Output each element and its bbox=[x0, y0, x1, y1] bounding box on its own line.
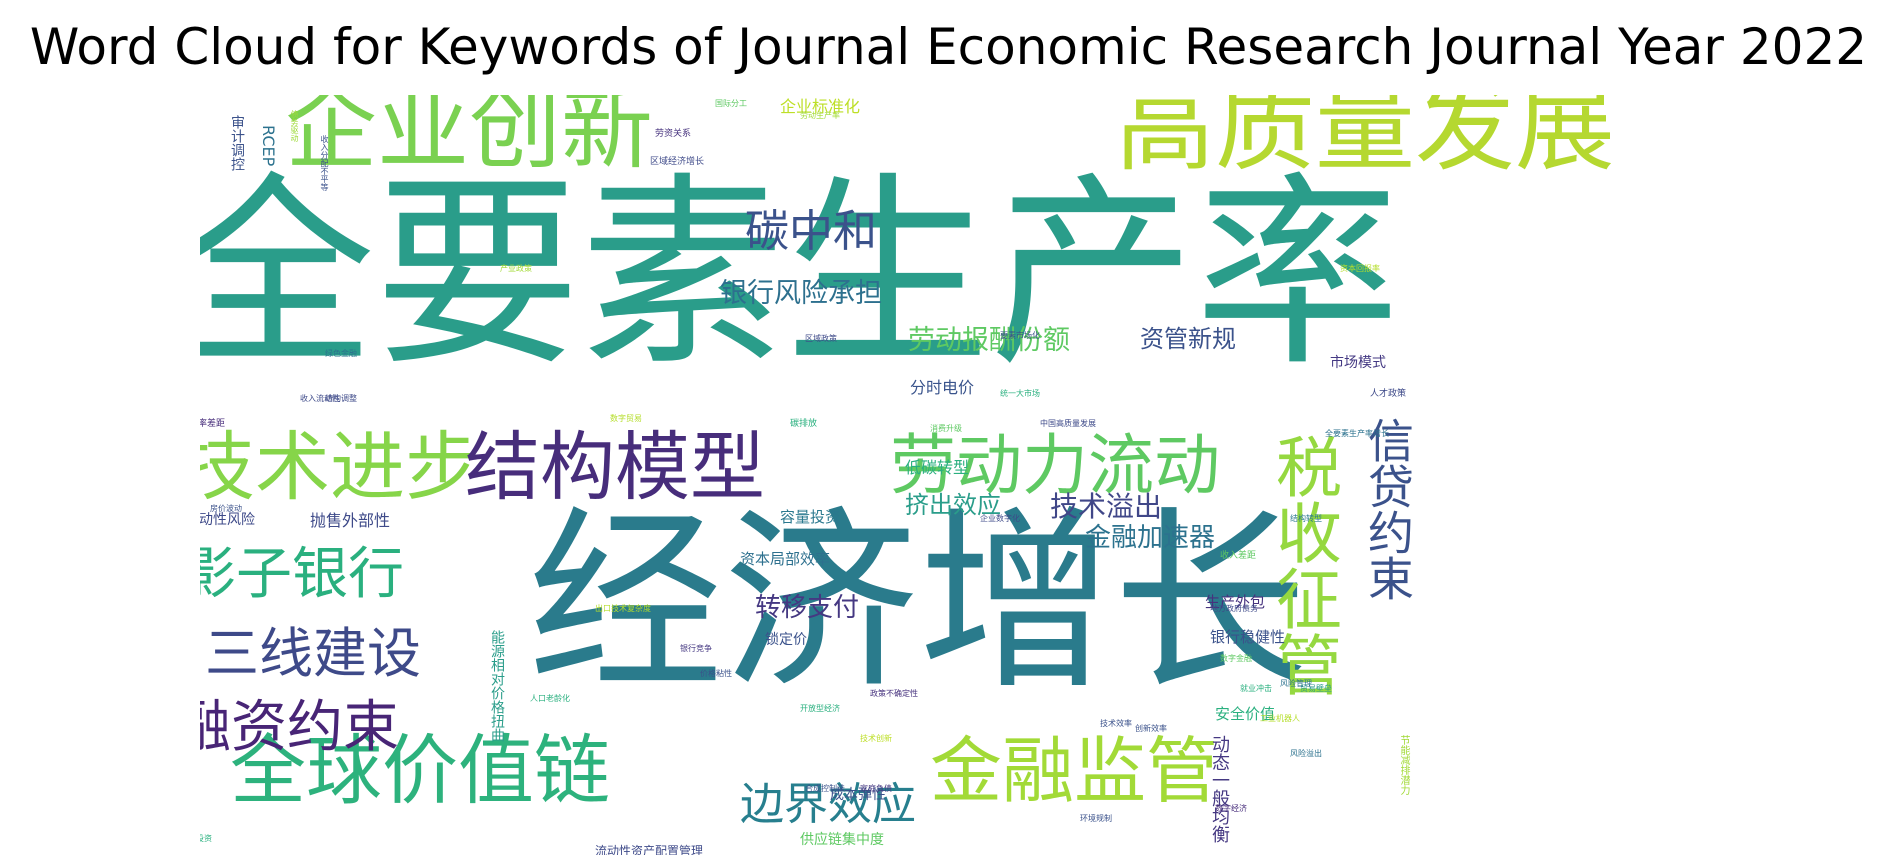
word: 收入差距 bbox=[1220, 551, 1257, 561]
word: 统一大市场 bbox=[1000, 389, 1040, 398]
word: 数字贸易 bbox=[610, 414, 642, 423]
word: 信贷约束 bbox=[1361, 417, 1415, 601]
word: 动态一般均衡 bbox=[1209, 735, 1230, 843]
word: 生产率差距 bbox=[200, 419, 226, 429]
word: 区域经济增长 bbox=[650, 157, 705, 167]
word: 银行竞争 bbox=[680, 644, 712, 653]
word: 合成控制法 bbox=[805, 784, 845, 793]
word: 容量投资 bbox=[780, 508, 841, 526]
word: 企业数字化 bbox=[980, 514, 1020, 523]
word: 结构转型 bbox=[1290, 514, 1322, 523]
word: 银行稳健性 bbox=[1210, 628, 1286, 646]
word: 价格粘性 bbox=[700, 669, 732, 678]
word: 风险管理 bbox=[1280, 679, 1312, 688]
word: 资本回报率 bbox=[1340, 264, 1380, 273]
word: 挤出效应 bbox=[905, 491, 1001, 519]
word: 数字金融 bbox=[1220, 654, 1252, 663]
word: 区域政策 bbox=[805, 334, 837, 343]
word: 边界效应 bbox=[740, 779, 916, 830]
word: 供应链集中度 bbox=[800, 832, 884, 848]
word: 房价波动 bbox=[210, 504, 242, 513]
word: 数字经济 bbox=[1215, 804, 1247, 813]
word: 分时电价 bbox=[910, 378, 975, 397]
word: 人口老龄化 bbox=[530, 694, 570, 703]
word: 工业机器人 bbox=[1260, 714, 1300, 723]
word: 劳动生产率 bbox=[800, 111, 840, 120]
word: RCEP bbox=[259, 125, 278, 167]
word: 贸易壁垒 bbox=[1300, 684, 1332, 693]
word: 劳动报酬份额 bbox=[908, 325, 1070, 356]
word-cloud: 全要素生产率 经济增长 高质量发展 企业创新 技术进步 结构模型 劳动力流动 税… bbox=[200, 95, 1700, 855]
word: 市场模式 bbox=[1330, 355, 1386, 371]
word: 资管新规 bbox=[1140, 325, 1236, 353]
word: 融资约束 bbox=[200, 695, 399, 760]
word: 技术溢出 bbox=[1050, 490, 1163, 523]
word: 收入流动性 bbox=[300, 394, 340, 403]
word: 劳动力流动 bbox=[890, 427, 1220, 504]
word: 经济增长 bbox=[528, 489, 1308, 716]
chart-title: Word Cloud for Keywords of Journal Econo… bbox=[29, 18, 1868, 76]
word: 企业创新 bbox=[285, 95, 654, 182]
word: 全要素生产率 bbox=[200, 156, 1400, 394]
word: 全球价值链 bbox=[230, 726, 610, 815]
word: 影子银行 bbox=[200, 542, 404, 607]
word: 税收征管 bbox=[1265, 433, 1342, 697]
word: 低碳转型 bbox=[905, 458, 970, 477]
word: 环境规制 bbox=[1080, 814, 1112, 823]
word: 转移支付 bbox=[755, 593, 860, 623]
word: 研发投资 bbox=[200, 834, 212, 843]
word: 国际分工 bbox=[715, 99, 747, 108]
word: 高质量发展 bbox=[1115, 95, 1615, 185]
word: 债务驱动 bbox=[290, 110, 299, 142]
word: 家庭负债 bbox=[860, 784, 892, 793]
word: 绿色金融 bbox=[325, 349, 357, 358]
word: 技术进步 bbox=[200, 423, 481, 511]
word: 技术效率 bbox=[1100, 719, 1132, 728]
word: 人才政策 bbox=[1370, 389, 1407, 399]
word: 地方政府债务 bbox=[1210, 604, 1258, 613]
word: 金融监管 bbox=[930, 729, 1219, 813]
word: 流动性资产配置管理 bbox=[595, 844, 704, 855]
word: 资本局部效率 bbox=[740, 550, 831, 568]
word: 能源相对价格扭曲 bbox=[489, 630, 505, 742]
word: 节能减排潜力 bbox=[1398, 735, 1409, 795]
word: 收入分配不平等 bbox=[320, 135, 329, 191]
word: 技术创新 bbox=[860, 734, 892, 743]
word: 结构调整 bbox=[325, 394, 357, 403]
word: 成本弹性 bbox=[830, 787, 886, 803]
word: 结构模型 bbox=[465, 423, 766, 511]
word: 生产外包 bbox=[1205, 593, 1266, 611]
word: 产业政策 bbox=[500, 264, 532, 273]
word: 政策不确定性 bbox=[870, 689, 918, 698]
word: 三线建设 bbox=[205, 622, 421, 685]
word: 企业标准化 bbox=[780, 97, 861, 116]
word: 锁定价 bbox=[765, 632, 807, 648]
word: 审计调控 bbox=[229, 115, 245, 171]
word: 抛售外部性 bbox=[310, 511, 391, 530]
word: 流动性风险 bbox=[200, 512, 255, 528]
word: 银行风险承担 bbox=[720, 278, 882, 309]
word: 开放型经济 bbox=[800, 704, 840, 713]
word: 消费升级 bbox=[930, 424, 962, 433]
word: 风险溢出 bbox=[1290, 749, 1322, 758]
word: 劳资关系 bbox=[655, 129, 692, 139]
word: 全要素生产率增长 bbox=[1325, 429, 1389, 438]
word: 碳中和 bbox=[745, 206, 877, 257]
word: 碳排放 bbox=[790, 419, 818, 429]
word: 要素市场化 bbox=[1000, 331, 1040, 340]
word: 创新效率 bbox=[1135, 724, 1167, 733]
word: 安全价值 bbox=[1215, 705, 1276, 723]
word: 出口技术复杂度 bbox=[595, 604, 651, 613]
word: 金融加速器 bbox=[1085, 523, 1216, 553]
word: 就业冲击 bbox=[1240, 684, 1272, 693]
word: 中国高质量发展 bbox=[1040, 419, 1096, 428]
